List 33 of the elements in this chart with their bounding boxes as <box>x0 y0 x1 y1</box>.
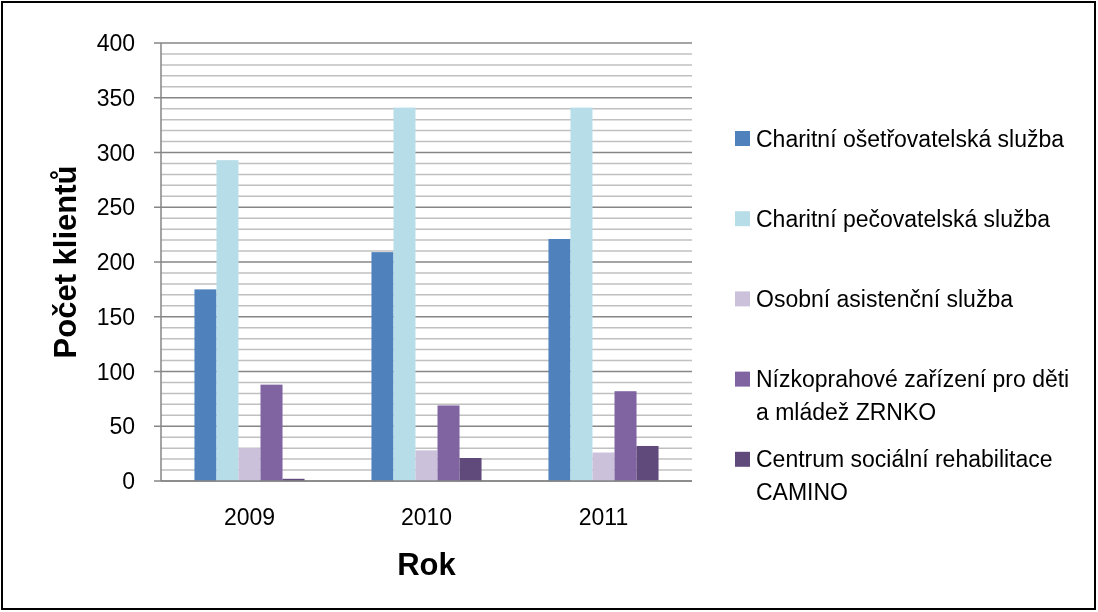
bar <box>415 450 438 481</box>
y-tick-label: 250 <box>96 194 135 221</box>
legend-label: Charitní pečovatelská služba <box>756 205 1051 232</box>
legend-label: Osobní asistenční služba <box>756 285 1014 312</box>
bar <box>260 384 283 481</box>
bar <box>636 445 659 481</box>
bar <box>238 448 261 481</box>
y-tick-label: 200 <box>96 249 135 276</box>
y-tick-label: 100 <box>96 358 135 385</box>
x-tick-label: 2010 <box>400 504 453 530</box>
y-tick-label: 300 <box>96 139 135 166</box>
x-axis-title: Rok <box>397 547 457 582</box>
x-tick-label: 2009 <box>223 504 276 530</box>
bar <box>570 107 593 481</box>
bar <box>548 239 571 481</box>
legend-label: Nízkoprahové zařízení pro děti a mládež ZRNKO <box>756 366 1070 426</box>
bar <box>216 160 239 481</box>
y-tick-label: 400 <box>96 30 135 57</box>
y-axis-title: Počet klientů <box>47 165 83 359</box>
bar <box>459 458 482 481</box>
x-tick-label: 2011 <box>578 504 629 530</box>
bar <box>614 391 637 481</box>
bar <box>393 107 416 481</box>
legend-label: Charitní ošetřovatelská služba <box>756 125 1065 152</box>
bar <box>437 405 460 481</box>
y-tick-label: 350 <box>96 84 135 111</box>
bar <box>194 289 217 481</box>
bar <box>371 252 394 481</box>
bar <box>592 452 615 481</box>
y-tick-label: 0 <box>122 468 135 495</box>
y-tick-label: 50 <box>109 413 135 440</box>
legend-label: Centrum sociální rehabilitace CAMINO <box>756 446 1053 506</box>
y-tick-label: 150 <box>96 303 135 330</box>
